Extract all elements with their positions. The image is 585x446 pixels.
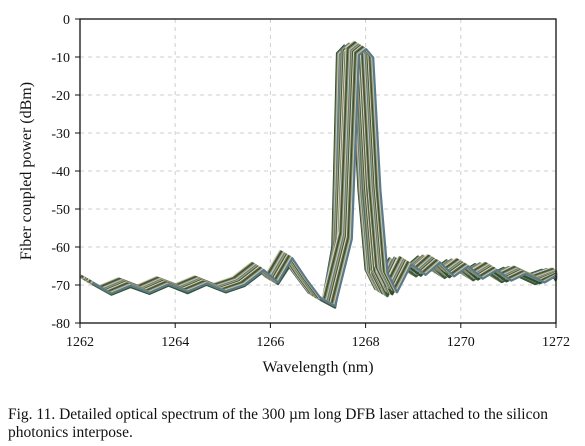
y-tick-label: -40	[51, 165, 70, 180]
spectrum-series-3	[79, 40, 558, 308]
y-axis-ticks: 0 -10 -20 -30 -40 -50 -60 -70 -80	[51, 13, 80, 332]
y-tick-label: -60	[51, 241, 70, 256]
spectrum-trace	[79, 40, 557, 300]
y-axis-title: Fiber coupled power (dBm)	[18, 82, 35, 260]
spectrum-trace	[79, 42, 557, 301]
x-tick-label: 1262	[66, 335, 94, 350]
y-tick-label: -80	[51, 317, 70, 332]
x-tick-label: 1268	[352, 335, 380, 350]
x-axis-ticks: 1262 1264 1266 1268 1270 1272	[66, 323, 570, 350]
x-axis-title: Wavelength (nm)	[262, 359, 373, 376]
y-tick-label: -20	[51, 89, 70, 104]
spectrum-traces	[79, 40, 558, 309]
y-tick-label: 0	[63, 13, 70, 28]
spectrum-chart: 1262 1264 1266 1268 1270 1272 0 -10 -20 -30 -40 -5…	[18, 13, 570, 376]
y-tick-label: -70	[51, 279, 70, 294]
x-tick-label: 1270	[447, 335, 475, 350]
x-tick-label: 1266	[256, 335, 284, 350]
x-tick-label: 1272	[542, 335, 570, 350]
spectrum-trace	[91, 48, 558, 308]
y-tick-label: -50	[51, 203, 70, 218]
figure-caption: Fig. 11. Detailed optical spectrum of th…	[8, 406, 548, 441]
y-tick-label: -30	[51, 127, 70, 142]
x-tick-label: 1264	[161, 335, 189, 350]
y-tick-label: -10	[51, 51, 70, 66]
